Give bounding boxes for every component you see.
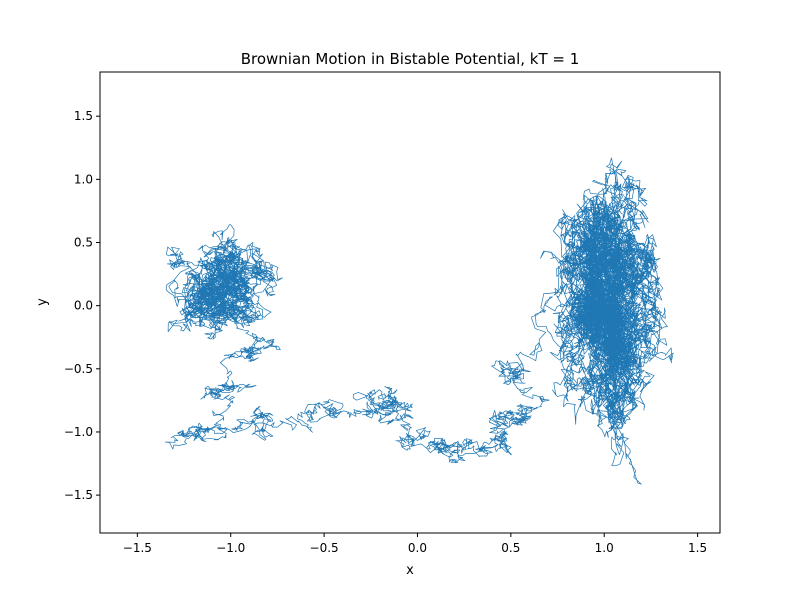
x-tick-label: −0.5 bbox=[310, 541, 339, 555]
y-tick-label: −1.0 bbox=[64, 425, 93, 439]
x-axis-ticks: −1.5 −1.0 −0.5 0.0 0.5 1.0 1.5 bbox=[123, 533, 707, 555]
x-tick-label: −1.0 bbox=[216, 541, 245, 555]
y-tick-label: −1.5 bbox=[64, 488, 93, 502]
x-tick-label: −1.5 bbox=[123, 541, 152, 555]
trajectory-line bbox=[165, 157, 674, 485]
trajectory-series bbox=[165, 157, 674, 485]
y-tick-label: 0.5 bbox=[74, 236, 93, 250]
x-tick-label: 0.0 bbox=[408, 541, 427, 555]
y-tick-label: 0.0 bbox=[74, 299, 93, 313]
y-axis-ticks: −1.5 −1.0 −0.5 0.0 0.5 1.0 1.5 bbox=[64, 109, 100, 502]
axes-frame bbox=[99, 71, 721, 534]
x-tick-label: 0.5 bbox=[501, 541, 520, 555]
x-tick-label: 1.5 bbox=[688, 541, 707, 555]
x-tick-label: 1.0 bbox=[595, 541, 614, 555]
y-tick-label: 1.0 bbox=[74, 172, 93, 186]
y-tick-label: 1.5 bbox=[74, 109, 93, 123]
y-tick-label: −0.5 bbox=[64, 362, 93, 376]
x-axis-label: x bbox=[406, 563, 414, 578]
y-axis-label: y bbox=[35, 298, 50, 306]
chart-title: Brownian Motion in Bistable Potential, k… bbox=[241, 50, 580, 68]
